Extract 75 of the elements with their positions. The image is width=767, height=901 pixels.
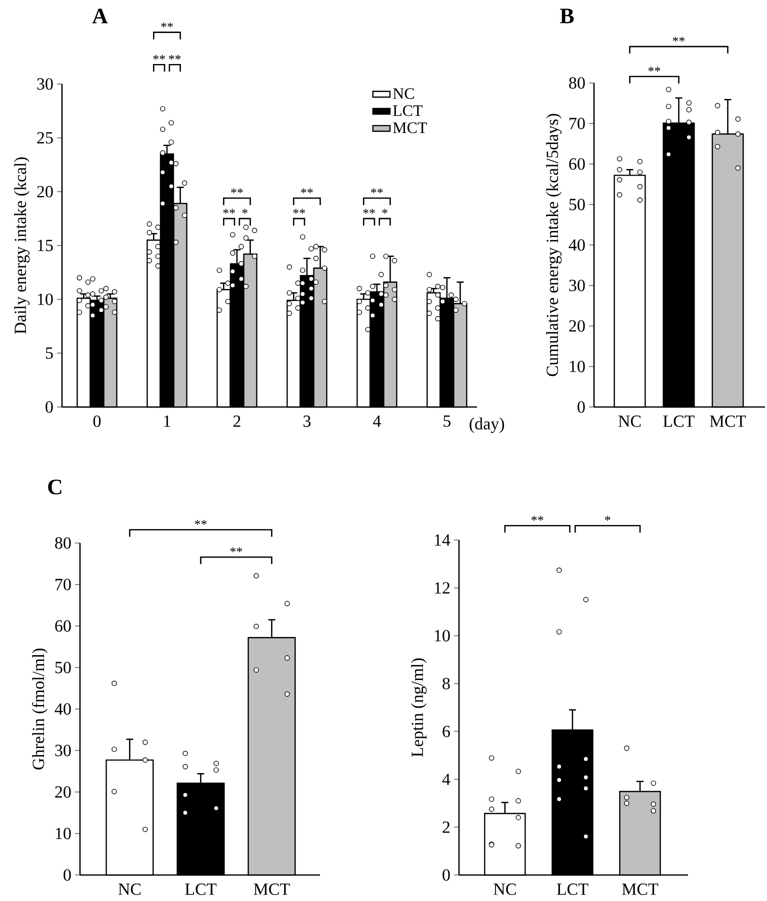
x-tick-label: 0	[93, 416, 101, 428]
y-tick-label: 70	[570, 118, 585, 130]
y-tick-label: 50	[55, 662, 71, 674]
x-tick-label: LCT	[556, 884, 588, 895]
y-tick-label: 70	[56, 578, 71, 590]
y-tick-label: 2	[442, 822, 450, 833]
x-tick-label: NC	[494, 884, 516, 895]
x-tick-label: MCT	[622, 884, 658, 895]
y-tick-label: 25	[37, 132, 53, 144]
x-tick-label: LCT	[185, 884, 216, 895]
y-tick-label: 40	[568, 239, 585, 251]
y-tick-label: 80	[55, 537, 71, 549]
y-tick-label: 40	[54, 703, 71, 715]
text: **	[194, 520, 207, 525]
x-tick-label: 2	[233, 416, 240, 427]
y-tick-label: 5	[46, 348, 53, 359]
text: **	[153, 54, 165, 60]
legend-label: LCT	[393, 105, 423, 116]
y-tick-label: 30	[37, 78, 53, 90]
annotation: *	[382, 208, 388, 214]
y-tick-label: 10	[56, 828, 71, 840]
y-tick-label: 0	[578, 401, 585, 413]
y-tick-label: 80	[569, 77, 585, 89]
x-tick-label: 4	[373, 416, 381, 427]
y-axis-title: Leptin (ng/ml)	[411, 658, 427, 757]
x-tick-label: NC	[618, 416, 641, 427]
text: **	[648, 66, 660, 72]
annotation: **	[371, 188, 383, 194]
text: **	[161, 22, 173, 28]
annotation: *	[242, 208, 248, 214]
y-tick-label: 20	[37, 186, 53, 198]
y-tick-label: 15	[38, 240, 53, 252]
y-tick-label: 50	[569, 198, 585, 210]
annotation: **	[223, 208, 235, 214]
legend-label: MCT	[393, 122, 427, 134]
y-tick-label: 0	[442, 869, 450, 881]
y-tick-label: 30	[569, 280, 585, 292]
x-axis-title: (day)	[470, 418, 504, 433]
annotation: **	[293, 208, 305, 214]
text: *	[604, 516, 610, 521]
y-tick-label: 20	[55, 786, 71, 798]
y-tick-label: 6	[442, 726, 450, 738]
x-tick-label: 3	[304, 416, 311, 427]
chart-title: B	[560, 8, 574, 24]
chart-title: C	[48, 480, 62, 494]
text: **	[672, 36, 685, 42]
annotation: **	[363, 208, 375, 214]
y-tick-label: 0	[46, 401, 53, 413]
y-tick-label: 20	[569, 320, 585, 332]
y-tick-label: 8	[442, 678, 450, 690]
y-tick-label: 10	[570, 360, 585, 372]
y-axis-title: Daily energy intake (kcal)	[14, 157, 30, 334]
annotation: **	[231, 188, 243, 194]
y-tick-label: 60	[55, 620, 71, 632]
text: **	[531, 516, 544, 521]
legend-label: NC	[393, 88, 414, 99]
x-tick-label: LCT	[663, 416, 695, 427]
y-tick-label: 0	[64, 869, 71, 881]
y-tick-label: 10	[434, 630, 450, 642]
y-axis-title: Cumulative energy intake (kcal/5days)	[546, 114, 562, 376]
y-tick-label: 60	[569, 158, 585, 170]
y-tick-label: 12	[434, 582, 450, 594]
y-tick-label: 30	[55, 744, 71, 756]
x-tick-label: NC	[118, 884, 141, 895]
x-tick-label: MCT	[254, 884, 290, 895]
y-tick-label: 4	[442, 774, 450, 785]
annotation: **	[230, 547, 242, 552]
x-tick-label: MCT	[710, 416, 746, 427]
text: **	[168, 54, 181, 60]
y-axis-title: Ghrelin (fmol/ml)	[32, 648, 48, 770]
y-tick-label: 14	[434, 534, 450, 546]
y-tick-label: 10	[38, 294, 53, 306]
annotation: **	[301, 188, 313, 194]
chart-title: A	[92, 8, 108, 24]
x-tick-label: 1	[164, 416, 170, 427]
